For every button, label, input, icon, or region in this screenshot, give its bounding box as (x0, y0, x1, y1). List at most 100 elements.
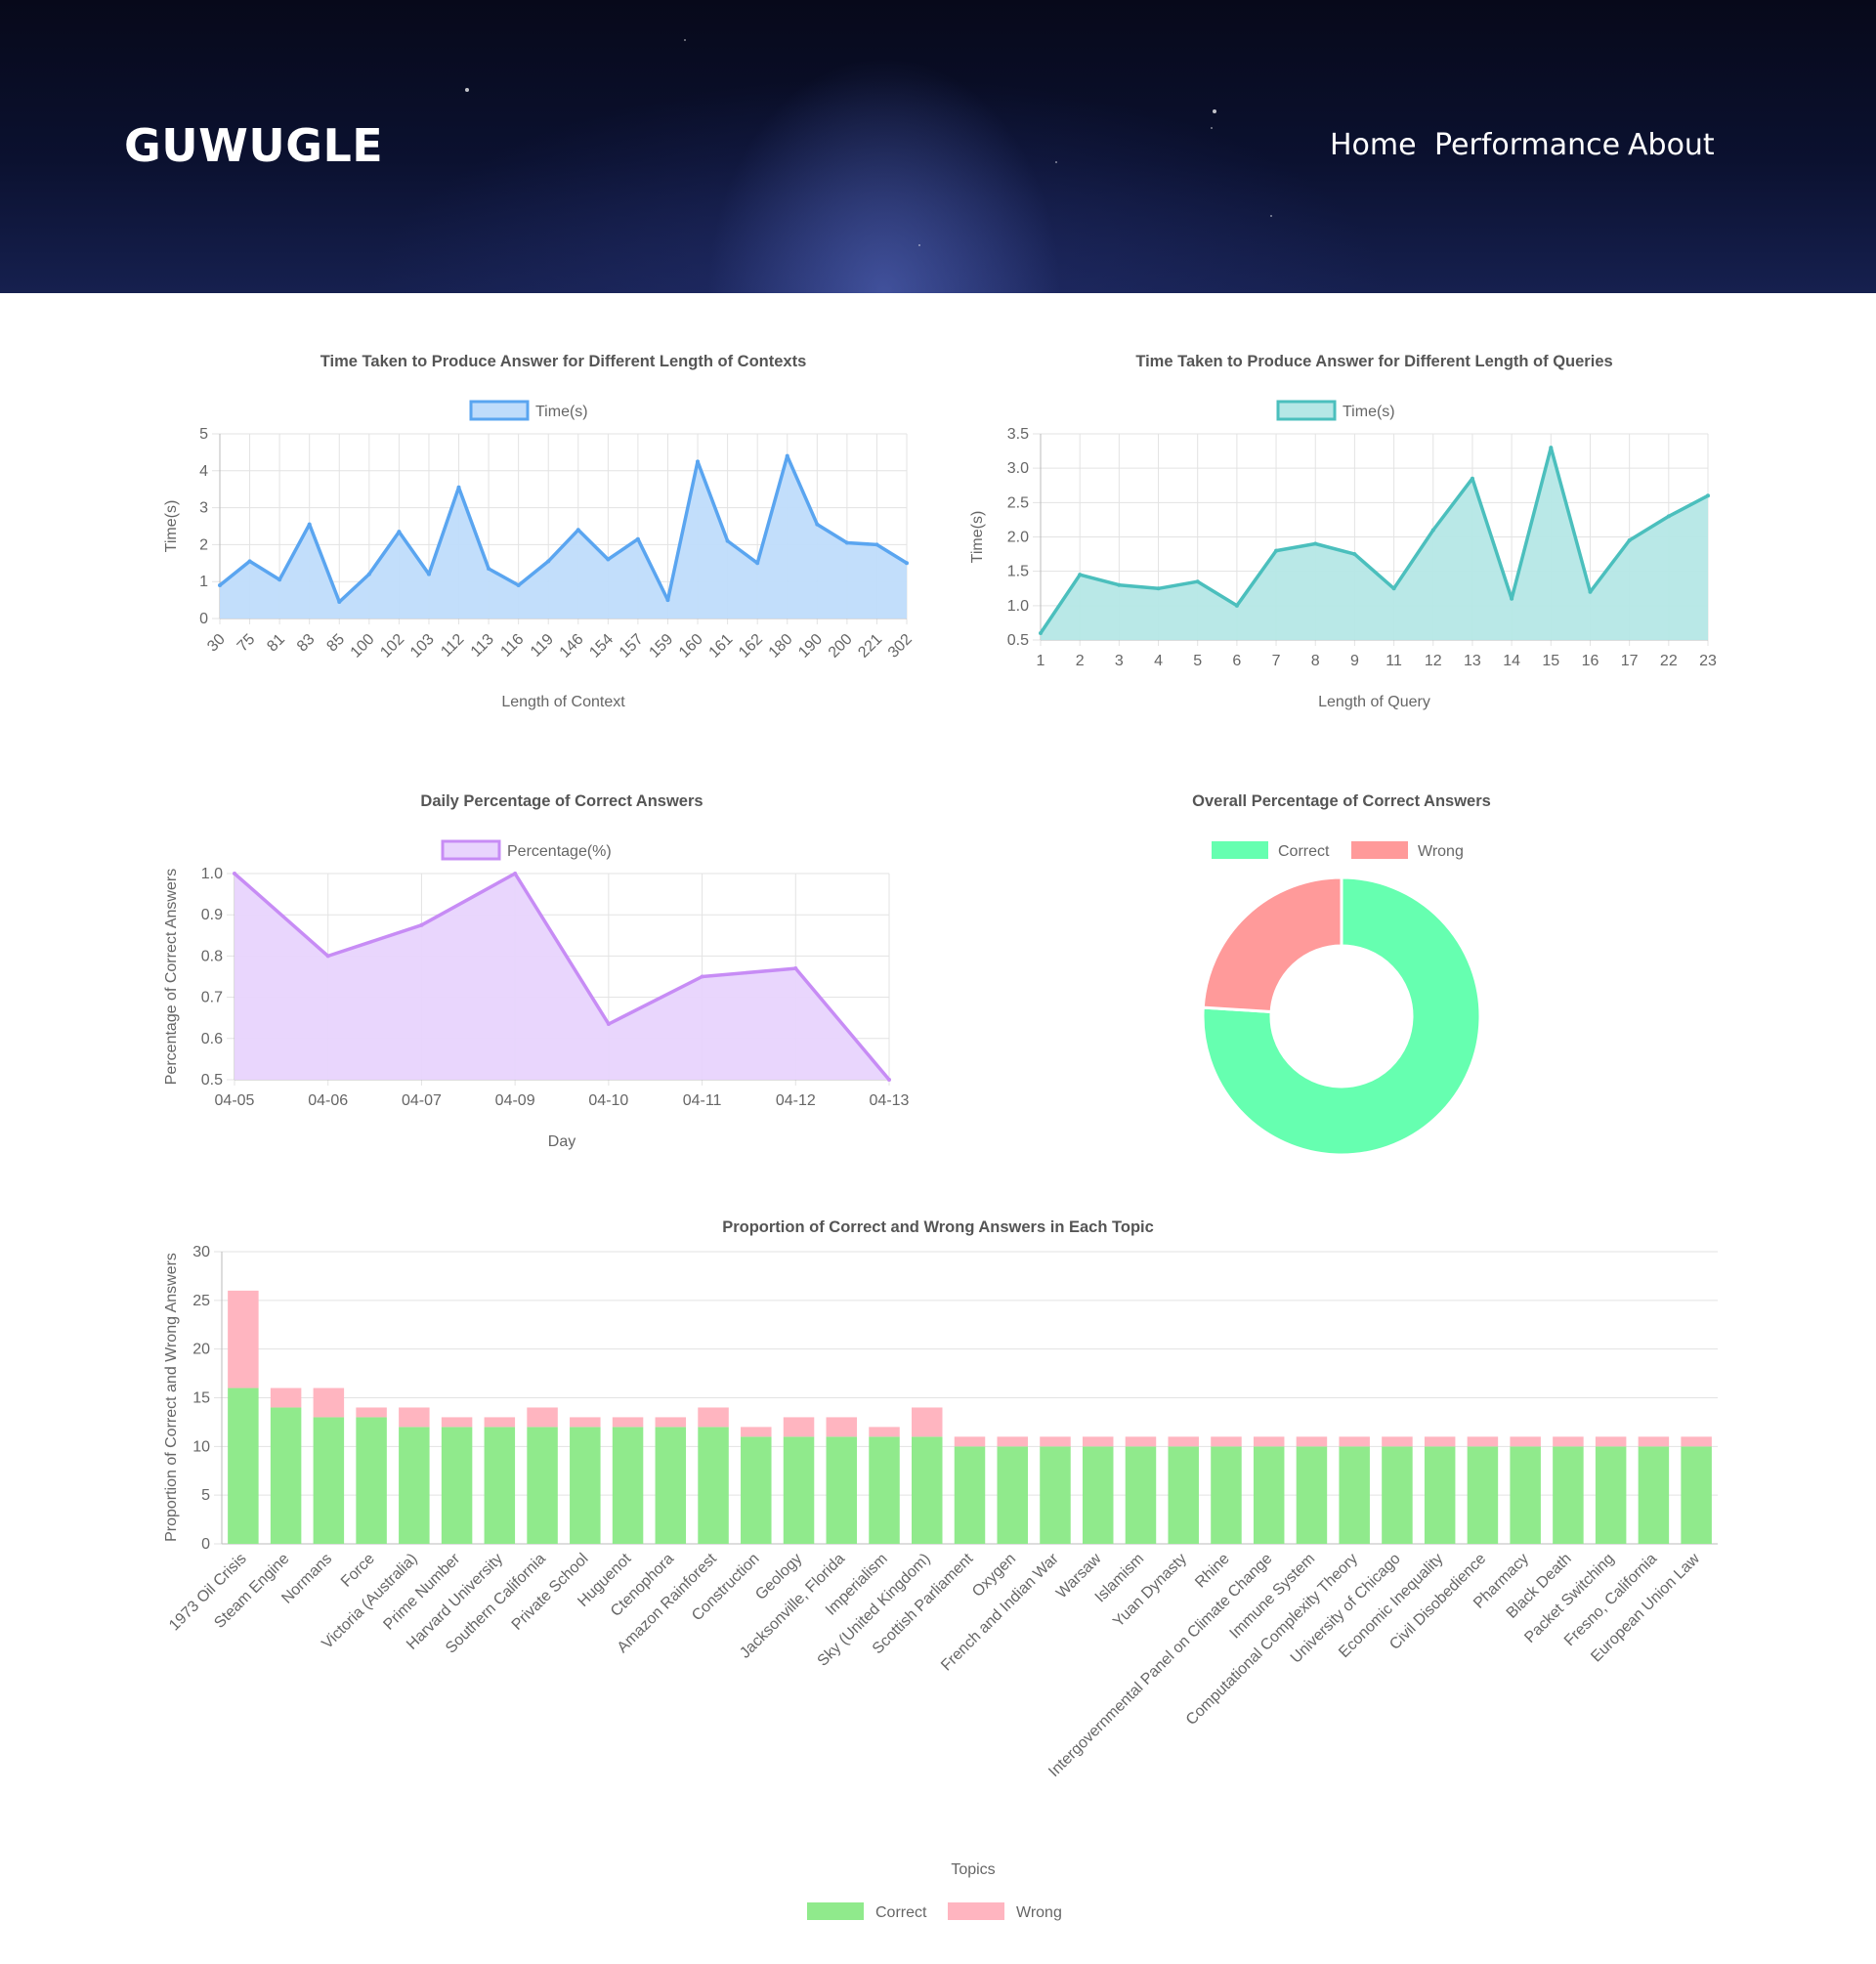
bar-correct (1168, 1446, 1199, 1544)
bar-correct (912, 1436, 943, 1544)
bar-wrong (570, 1417, 601, 1428)
bar-correct (1681, 1446, 1712, 1544)
chart-title: Overall Percentage of Correct Answers (1192, 792, 1491, 810)
y-tick-label: 0 (201, 1536, 210, 1553)
legend-label: Wrong (1016, 1904, 1062, 1921)
header-banner: GUWUGLE Home Performance About (0, 0, 1876, 293)
bar-correct (655, 1427, 687, 1544)
legend-label: Time(s) (1343, 404, 1395, 420)
data-point (1510, 596, 1514, 601)
x-tick-label: 200 (826, 631, 856, 662)
x-tick-label: 113 (468, 631, 497, 661)
x-tick-label: 160 (676, 631, 706, 662)
bar-correct (997, 1446, 1028, 1544)
x-axis-title: Day (548, 1133, 576, 1150)
x-tick-label: 221 (855, 631, 885, 662)
legend-label: Wrong (1418, 843, 1464, 860)
x-tick-label: 4 (1154, 653, 1163, 669)
data-point (844, 540, 849, 545)
nav-performance[interactable]: Performance (1434, 128, 1621, 162)
star-decoration (1211, 127, 1213, 129)
data-point (419, 922, 424, 927)
nav-home[interactable]: Home (1330, 128, 1417, 162)
bar-correct (399, 1427, 430, 1544)
bar-wrong (1510, 1436, 1541, 1447)
legend-label: Correct (875, 1904, 927, 1921)
legend-swatch (469, 400, 530, 421)
bar-wrong (1638, 1436, 1670, 1447)
data-point (905, 561, 909, 566)
legend-label: Time(s) (535, 404, 588, 420)
bar-correct (783, 1436, 815, 1544)
data-point (247, 559, 252, 564)
data-point (1588, 589, 1593, 594)
x-axis-title: Topics (951, 1861, 995, 1878)
y-tick-label: 0.6 (201, 1031, 223, 1047)
x-tick-label: 146 (557, 631, 587, 662)
bar-correct (1424, 1446, 1456, 1544)
y-tick-label: 1.0 (1007, 598, 1029, 615)
data-point (1706, 493, 1710, 498)
x-tick-label: Private School (509, 1551, 592, 1634)
x-tick-label: 6 (1232, 653, 1241, 669)
y-tick-label: 1.5 (1007, 564, 1029, 580)
x-tick-label: 5 (1193, 653, 1202, 669)
bar-correct (698, 1427, 729, 1544)
bar-wrong (484, 1417, 516, 1428)
x-tick-label: 1973 Oil Crisis (166, 1551, 250, 1635)
legend-label: Correct (1278, 843, 1330, 860)
x-tick-label: 85 (323, 631, 348, 656)
chart-title: Time Taken to Produce Answer for Differe… (1135, 353, 1612, 370)
data-point (725, 538, 730, 543)
bar-wrong (1467, 1436, 1499, 1447)
data-point (700, 974, 704, 979)
nav-about[interactable]: About (1628, 128, 1715, 162)
bar-wrong (228, 1290, 259, 1388)
bar-correct (1082, 1446, 1114, 1544)
star-decoration (1213, 109, 1216, 113)
data-point (1234, 603, 1239, 608)
x-tick-label: 116 (497, 631, 527, 661)
data-point (513, 872, 518, 875)
x-tick-label: 112 (438, 631, 467, 661)
data-point (307, 522, 312, 527)
y-tick-label: 5 (199, 426, 208, 443)
data-point (456, 485, 461, 490)
data-point (1274, 548, 1279, 553)
bar-correct (1510, 1446, 1541, 1544)
x-tick-label: 157 (617, 631, 647, 662)
x-tick-label: 04-12 (776, 1092, 816, 1109)
brand-logo[interactable]: GUWUGLE (124, 119, 384, 172)
data-point (1195, 579, 1200, 584)
bar-correct (228, 1388, 259, 1544)
x-tick-label: 100 (348, 631, 378, 662)
bar-wrong (783, 1417, 815, 1437)
bar-wrong (1424, 1436, 1456, 1447)
x-tick-label: 180 (766, 631, 796, 662)
legend-swatch (1351, 841, 1408, 859)
y-tick-label: 0 (199, 611, 208, 627)
series-line (218, 453, 908, 604)
x-tick-label: 302 (885, 631, 916, 662)
chart-title: Time Taken to Produce Answer for Differe… (320, 353, 807, 370)
series-line (1039, 446, 1709, 634)
x-tick-label: 81 (264, 631, 288, 656)
bar-wrong (741, 1427, 772, 1437)
data-point (1549, 446, 1554, 450)
data-point (1313, 541, 1318, 546)
data-point (887, 1078, 891, 1082)
star-decoration (1270, 215, 1272, 217)
y-tick-label: 25 (192, 1293, 210, 1309)
area-fill (1041, 448, 1708, 640)
data-point (487, 566, 491, 571)
data-point (1430, 528, 1435, 533)
data-point (325, 954, 330, 959)
x-tick-label: 159 (646, 631, 676, 662)
x-tick-label: 9 (1350, 653, 1359, 669)
x-tick-label: 04-10 (588, 1092, 628, 1109)
y-tick-label: 0.9 (201, 907, 223, 923)
bar-wrong (356, 1407, 387, 1418)
bar-wrong (1553, 1436, 1584, 1447)
x-tick-label: 11 (1386, 653, 1402, 669)
x-tick-label: 8 (1311, 653, 1320, 669)
